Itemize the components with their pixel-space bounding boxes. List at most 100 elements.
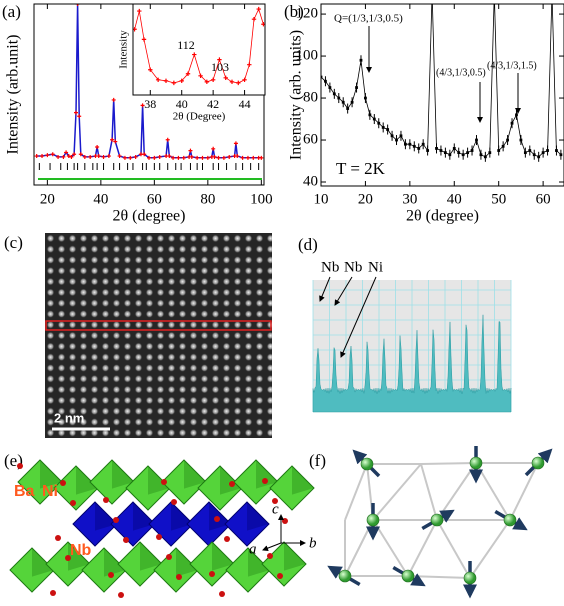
lattice-bond bbox=[407, 519, 438, 577]
lattice-bond bbox=[469, 519, 511, 579]
data-point bbox=[88, 154, 93, 159]
data-point bbox=[210, 77, 216, 83]
y-axis-label: Intensity bbox=[118, 30, 130, 69]
data-point bbox=[181, 155, 186, 160]
annotation: T = 2K bbox=[336, 159, 386, 178]
data-point bbox=[101, 154, 106, 159]
x-tick-label: 38 bbox=[144, 97, 156, 111]
data-point bbox=[236, 80, 241, 86]
data-point bbox=[110, 137, 115, 142]
lattice-bond bbox=[407, 575, 471, 579]
atom-label: Nb bbox=[70, 542, 92, 559]
data-point bbox=[247, 62, 252, 67]
spin-site bbox=[366, 513, 380, 527]
octahedron-face bbox=[184, 460, 206, 489]
atom bbox=[156, 534, 162, 540]
atom bbox=[118, 592, 124, 598]
data-point bbox=[152, 155, 157, 160]
x-tick-label: 40 bbox=[447, 191, 462, 207]
data-point bbox=[133, 154, 138, 159]
data-point bbox=[179, 78, 184, 84]
data-point bbox=[111, 97, 116, 102]
intensity-profile bbox=[312, 280, 512, 413]
lattice-bond bbox=[344, 463, 368, 521]
atom bbox=[166, 554, 172, 560]
x-tick-label: 60 bbox=[536, 191, 551, 207]
chart: 38 40 42 44 2θ (Degree) Intensity 112 103 bbox=[118, 3, 266, 123]
atom bbox=[176, 574, 182, 580]
atom-columns bbox=[45, 233, 272, 438]
panel-label: (b) bbox=[284, 2, 304, 21]
atom bbox=[103, 497, 109, 503]
chart: 10 20 30 40 50 60 40 60 80 100 120 2θ (degree) Inten… bbox=[288, 3, 564, 225]
data-point bbox=[64, 150, 69, 155]
data-point bbox=[235, 154, 240, 159]
axis-label: c bbox=[272, 501, 279, 517]
data-point bbox=[204, 79, 210, 85]
data-point bbox=[106, 154, 111, 159]
spin-site bbox=[463, 571, 477, 585]
chart: 20 40 60 80 100 2θ (degree) Intensity (arb.uni… bbox=[5, 3, 273, 225]
data-point bbox=[217, 57, 222, 62]
spin-site bbox=[338, 569, 352, 583]
panel-label: (d) bbox=[298, 235, 318, 254]
x-axis-label: 2θ (degree) bbox=[113, 208, 186, 225]
x-tick-label: 100 bbox=[250, 191, 273, 207]
spin-site bbox=[503, 513, 517, 527]
data-point bbox=[192, 52, 197, 57]
atom bbox=[209, 571, 215, 577]
data-point bbox=[227, 154, 232, 159]
axis-label: b bbox=[309, 535, 317, 551]
atom bbox=[224, 536, 230, 542]
peak-label: 103 bbox=[211, 60, 229, 74]
data-point bbox=[256, 6, 261, 12]
data-point bbox=[251, 155, 256, 160]
lattice-bond bbox=[344, 519, 374, 577]
data-point bbox=[147, 155, 151, 160]
x-tick-label: 60 bbox=[147, 191, 162, 207]
y-tick-label: 120 bbox=[296, 6, 319, 22]
data-point bbox=[128, 155, 133, 160]
data-point bbox=[50, 152, 55, 157]
octahedron bbox=[72, 501, 118, 547]
octahedron bbox=[269, 465, 315, 511]
data-point bbox=[221, 155, 226, 160]
atom bbox=[113, 517, 119, 523]
axis-label: a bbox=[249, 541, 257, 557]
data-point bbox=[212, 154, 217, 159]
atom bbox=[50, 590, 56, 596]
data-point bbox=[163, 78, 169, 84]
data-point bbox=[40, 154, 45, 159]
data-point bbox=[69, 154, 74, 159]
data-point bbox=[137, 8, 142, 14]
data-point bbox=[171, 80, 177, 86]
spin-site bbox=[531, 456, 545, 470]
lattice-bond bbox=[420, 462, 477, 465]
octahedron-face bbox=[32, 548, 54, 577]
data-point bbox=[75, 4, 80, 6]
arrow bbox=[340, 276, 377, 358]
profile-label: Nb bbox=[321, 259, 339, 275]
octahedron-face bbox=[176, 548, 198, 577]
data-point bbox=[34, 154, 39, 159]
y-tick-label: 60 bbox=[303, 131, 318, 147]
plot-area bbox=[321, 4, 563, 162]
octahedron-face bbox=[140, 542, 162, 571]
data-point bbox=[56, 154, 61, 159]
atom bbox=[60, 480, 66, 486]
data-point bbox=[259, 155, 264, 160]
annotation: (4/3,1/3,0.5) bbox=[436, 67, 486, 78]
atom bbox=[214, 516, 220, 522]
arrow bbox=[319, 276, 331, 302]
data-point bbox=[82, 154, 87, 159]
data-point bbox=[78, 152, 83, 157]
octahedron-face bbox=[284, 542, 306, 571]
profile-area bbox=[312, 314, 512, 413]
data-point bbox=[73, 110, 78, 115]
atom bbox=[229, 481, 235, 487]
data-point bbox=[61, 154, 66, 159]
x-tick-label: 30 bbox=[402, 191, 417, 207]
octahedron-face bbox=[40, 460, 62, 489]
octahedron bbox=[233, 459, 279, 505]
data-point bbox=[242, 77, 247, 83]
